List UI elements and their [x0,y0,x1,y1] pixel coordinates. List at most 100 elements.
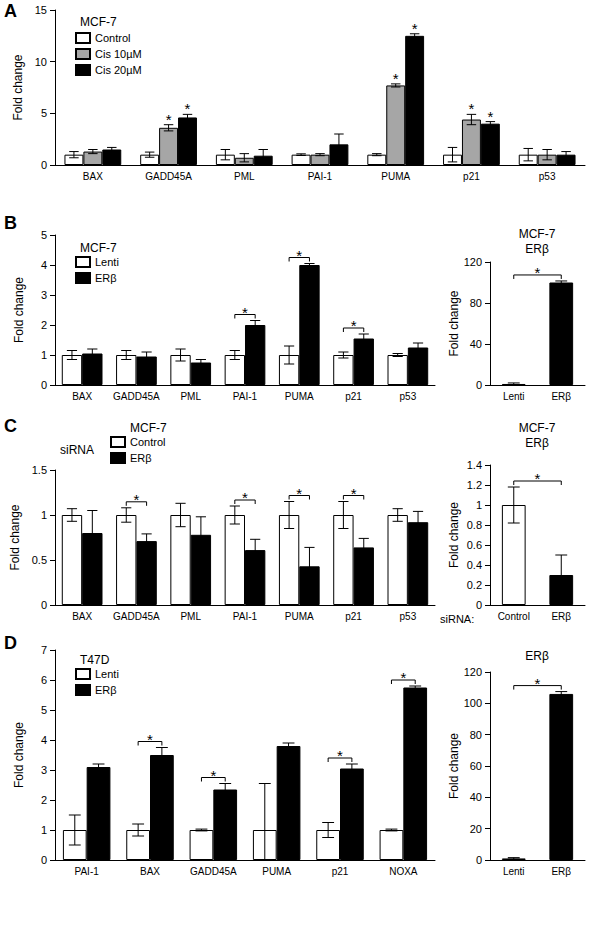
svg-text:GADD45A: GADD45A [113,611,160,622]
svg-text:BAX: BAX [72,611,92,622]
svg-text:BAX: BAX [83,171,103,182]
svg-text:*: * [296,485,302,502]
svg-text:*: * [296,247,302,264]
svg-text:ERβ: ERβ [525,649,549,663]
svg-text:PAI-1: PAI-1 [233,391,258,402]
svg-text:BAX: BAX [140,866,160,877]
svg-text:MCF-7: MCF-7 [80,15,117,29]
svg-text:1.4: 1.4 [467,459,482,471]
svg-text:GADD45A: GADD45A [113,391,160,402]
svg-text:*: * [351,317,357,334]
svg-text:PAI-1: PAI-1 [233,611,258,622]
svg-text:1.2: 1.2 [467,479,482,491]
svg-text:p21: p21 [345,611,362,622]
svg-text:*: * [535,264,541,281]
svg-text:Fold change: Fold change [447,733,461,799]
svg-text:40: 40 [470,791,482,803]
svg-text:Fold change: Fold change [447,290,461,356]
svg-text:0.5: 0.5 [32,554,47,566]
svg-text:Fold change: Fold change [12,722,26,788]
svg-text:ERβ: ERβ [130,452,152,464]
svg-text:MCF-7: MCF-7 [80,241,117,255]
svg-text:siRNA: siRNA [60,443,94,457]
svg-text:1.5: 1.5 [32,464,47,476]
svg-text:GADD45A: GADD45A [190,866,237,877]
svg-text:*: * [351,485,357,502]
svg-text:ERβ: ERβ [95,684,117,696]
svg-text:ERβ: ERβ [525,242,549,256]
svg-text:MCF-7: MCF-7 [519,227,556,241]
svg-text:10: 10 [35,56,47,68]
svg-text:p21: p21 [463,171,480,182]
svg-text:PML: PML [180,611,201,622]
svg-text:D: D [4,633,17,653]
svg-text:Fold change: Fold change [11,54,25,120]
svg-text:0.8: 0.8 [467,519,482,531]
svg-text:p21: p21 [332,866,349,877]
svg-text:120: 120 [464,256,482,268]
svg-text:PML: PML [180,391,201,402]
svg-text:p53: p53 [539,171,556,182]
svg-text:ERβ: ERβ [551,391,571,402]
svg-text:1: 1 [41,824,47,836]
svg-text:60: 60 [470,760,482,772]
svg-text:0.2: 0.2 [467,579,482,591]
svg-text:ERβ: ERβ [551,866,571,877]
svg-text:*: * [185,100,191,117]
svg-text:5: 5 [41,704,47,716]
svg-text:C: C [4,416,17,436]
svg-text:Fold change: Fold change [12,277,26,343]
svg-text:Control: Control [95,32,130,44]
svg-text:2: 2 [41,319,47,331]
svg-text:0: 0 [476,599,482,611]
svg-text:40: 40 [470,338,482,350]
svg-text:ERβ: ERβ [551,611,571,622]
svg-text:*: * [337,747,343,764]
svg-text:4: 4 [41,734,47,746]
svg-text:Cis 10µM: Cis 10µM [95,48,142,60]
svg-text:1: 1 [476,499,482,511]
svg-text:*: * [210,767,216,784]
svg-text:siRNA:: siRNA: [440,613,474,625]
svg-text:0: 0 [41,854,47,866]
svg-text:ERβ: ERβ [95,272,117,284]
svg-text:2: 2 [41,794,47,806]
svg-text:MCF-7: MCF-7 [130,421,167,435]
svg-text:Control: Control [130,436,165,448]
svg-text:Fold change: Fold change [8,504,22,570]
svg-text:MCF-7: MCF-7 [519,421,556,435]
svg-text:NOXA: NOXA [389,866,418,877]
svg-text:PML: PML [234,171,255,182]
svg-text:*: * [535,675,541,692]
svg-text:Cis 20µM: Cis 20µM [95,64,142,76]
svg-text:0: 0 [41,599,47,611]
svg-text:*: * [535,470,541,487]
svg-text:Fold change: Fold change [447,502,461,568]
svg-text:0: 0 [41,379,47,391]
svg-text:Control: Control [498,611,530,622]
svg-text:*: * [412,20,418,37]
svg-text:PUMA: PUMA [285,611,314,622]
svg-text:*: * [487,108,493,125]
svg-text:PAI-1: PAI-1 [308,171,333,182]
svg-text:*: * [147,731,153,748]
svg-text:p21: p21 [345,391,362,402]
svg-text:15: 15 [35,4,47,16]
svg-text:1: 1 [41,509,47,521]
svg-text:0: 0 [476,854,482,866]
svg-text:PAI-1: PAI-1 [75,866,100,877]
svg-text:3: 3 [41,764,47,776]
svg-text:20: 20 [470,823,482,835]
svg-text:ERβ: ERβ [525,436,549,450]
svg-text:Lenti: Lenti [503,391,525,402]
svg-text:1: 1 [41,349,47,361]
svg-text:PUMA: PUMA [262,866,291,877]
svg-text:*: * [242,489,248,506]
svg-text:100: 100 [464,697,482,709]
svg-text:PUMA: PUMA [285,391,314,402]
svg-text:4: 4 [41,259,47,271]
svg-text:*: * [134,491,140,508]
svg-text:Lenti: Lenti [95,256,119,268]
svg-text:T47D: T47D [80,653,110,667]
svg-text:80: 80 [470,729,482,741]
